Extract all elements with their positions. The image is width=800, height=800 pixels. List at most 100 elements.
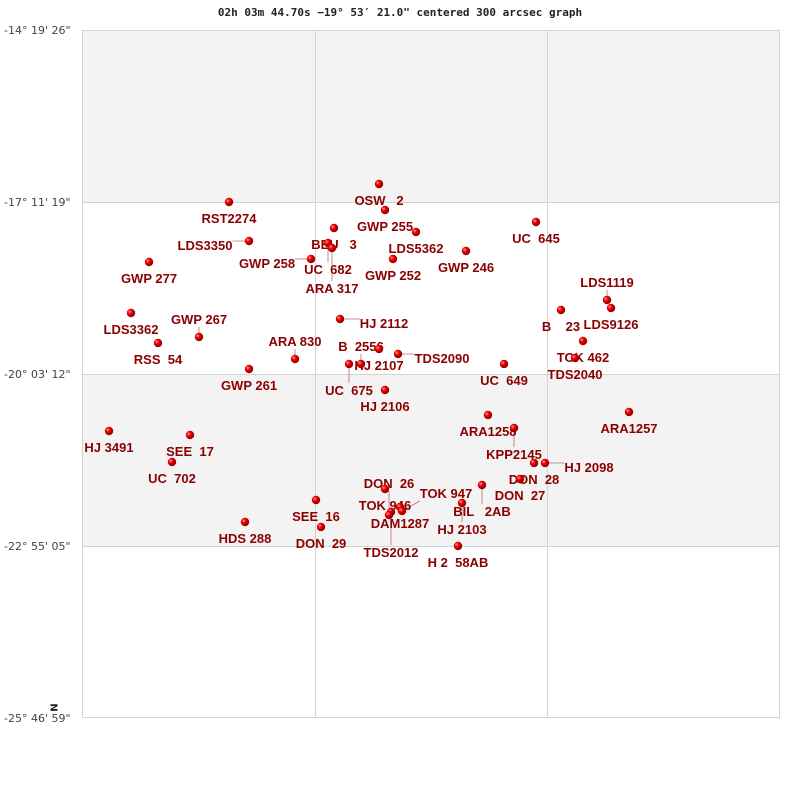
star-label: HDS 288 — [219, 531, 272, 546]
star-label: TOK 462 — [557, 350, 610, 365]
star-point[interactable] — [578, 336, 588, 346]
star-label: SEE 16 — [292, 509, 340, 524]
star-point[interactable] — [374, 179, 384, 189]
star-label: HJ 2106 — [360, 399, 409, 414]
star-point[interactable] — [529, 458, 539, 468]
star-label: ARA 830 — [269, 334, 322, 349]
star-label: GWP 255 — [357, 219, 413, 234]
star-point[interactable] — [316, 522, 326, 532]
star-point[interactable] — [144, 257, 154, 267]
star-label: HJ 2112 — [360, 316, 408, 331]
star-label: UC 645 — [512, 231, 560, 246]
star-point[interactable] — [461, 246, 471, 256]
star-point[interactable] — [104, 426, 114, 436]
star-label: TOK 947 — [420, 486, 473, 501]
star-label: UC 649 — [480, 373, 528, 388]
star-point[interactable] — [602, 295, 612, 305]
star-label: DON 26 — [364, 476, 415, 491]
star-label: HJ 2103 — [437, 522, 486, 537]
star-point[interactable] — [393, 349, 403, 359]
star-label: OSW 2 — [354, 193, 403, 208]
star-point[interactable] — [477, 480, 487, 490]
star-point[interactable] — [411, 227, 421, 237]
chart-title: 02h 03m 44.70s −19° 53′ 21.0" centered 3… — [217, 6, 583, 19]
star-point[interactable] — [457, 498, 467, 508]
star-label: DON 27 — [495, 488, 546, 503]
star-point[interactable] — [153, 338, 163, 348]
star-label: UC 682 — [304, 262, 352, 277]
star-point[interactable] — [380, 385, 390, 395]
grid-band — [82, 374, 780, 546]
star-label: TDS2040 — [548, 367, 603, 382]
star-point[interactable] — [380, 205, 390, 215]
star-label: TDS2090 — [415, 351, 470, 366]
star-point[interactable] — [388, 254, 398, 264]
star-label: UC 702 — [148, 471, 196, 486]
star-point[interactable] — [531, 217, 541, 227]
star-point[interactable] — [126, 308, 136, 318]
star-label: DAM1287 — [371, 516, 430, 531]
star-label: GWP 261 — [221, 378, 277, 393]
star-point[interactable] — [515, 474, 525, 484]
star-label: B 23 — [542, 319, 580, 334]
star-label: GWP 277 — [121, 271, 177, 286]
star-label: HJ 2098 — [564, 460, 613, 475]
star-point[interactable] — [397, 506, 407, 516]
star-label: BIL 2AB — [453, 504, 511, 519]
star-point[interactable] — [344, 359, 354, 369]
dec-tick-label: -20° 03' 12" — [4, 368, 71, 381]
dec-tick-label: -17° 11' 19" — [4, 196, 71, 209]
star-point[interactable] — [483, 410, 493, 420]
star-point[interactable] — [509, 423, 519, 433]
star-point[interactable] — [311, 495, 321, 505]
star-point[interactable] — [356, 359, 366, 369]
star-label: ARA1258 — [459, 424, 516, 439]
star-point[interactable] — [380, 484, 390, 494]
star-point[interactable] — [329, 223, 339, 233]
star-point[interactable] — [453, 541, 463, 551]
star-point[interactable] — [194, 332, 204, 342]
star-label: LDS1119 — [580, 275, 634, 290]
star-label: RSS 54 — [134, 352, 183, 367]
star-point[interactable] — [306, 254, 316, 264]
star-label: LDS9126 — [584, 317, 639, 332]
star-point[interactable] — [570, 353, 580, 363]
dec-tick-label: -25° 46' 59" — [4, 712, 71, 725]
star-label: TDS2012 — [364, 545, 419, 560]
star-point[interactable] — [290, 354, 300, 364]
star-point[interactable] — [374, 344, 384, 354]
star-label: HJ 2107 — [354, 358, 403, 373]
star-point[interactable] — [327, 243, 337, 253]
star-label: ARA 317 — [306, 281, 359, 296]
star-label: LDS5362 — [389, 241, 444, 256]
grid-band — [82, 546, 780, 718]
star-point[interactable] — [335, 314, 345, 324]
star-label: H 2 58AB — [428, 555, 489, 570]
star-label: RST2274 — [202, 211, 258, 226]
star-label: LDS3350 — [178, 238, 233, 253]
star-point[interactable] — [167, 457, 177, 467]
star-point[interactable] — [499, 359, 509, 369]
star-point[interactable] — [240, 517, 250, 527]
star-point[interactable] — [384, 510, 394, 520]
plot-border — [82, 30, 780, 718]
star-label: GWP 252 — [365, 268, 421, 283]
star-point[interactable] — [556, 305, 566, 315]
star-point[interactable] — [244, 364, 254, 374]
dec-tick-label: -22° 55' 05" — [4, 540, 71, 553]
grid-band — [82, 30, 780, 202]
star-label: KPP2145 — [486, 447, 542, 462]
star-label: UC 675 — [325, 383, 373, 398]
star-label: GWP 246 — [438, 260, 494, 275]
star-label: DON 29 — [296, 536, 347, 551]
grid-band — [82, 202, 780, 374]
star-label: LDS3362 — [104, 322, 159, 337]
star-point[interactable] — [185, 430, 195, 440]
star-point[interactable] — [224, 197, 234, 207]
star-label: ARA1257 — [600, 421, 657, 436]
star-point[interactable] — [244, 236, 254, 246]
star-point[interactable] — [624, 407, 634, 417]
star-point[interactable] — [606, 303, 616, 313]
star-point[interactable] — [540, 458, 550, 468]
